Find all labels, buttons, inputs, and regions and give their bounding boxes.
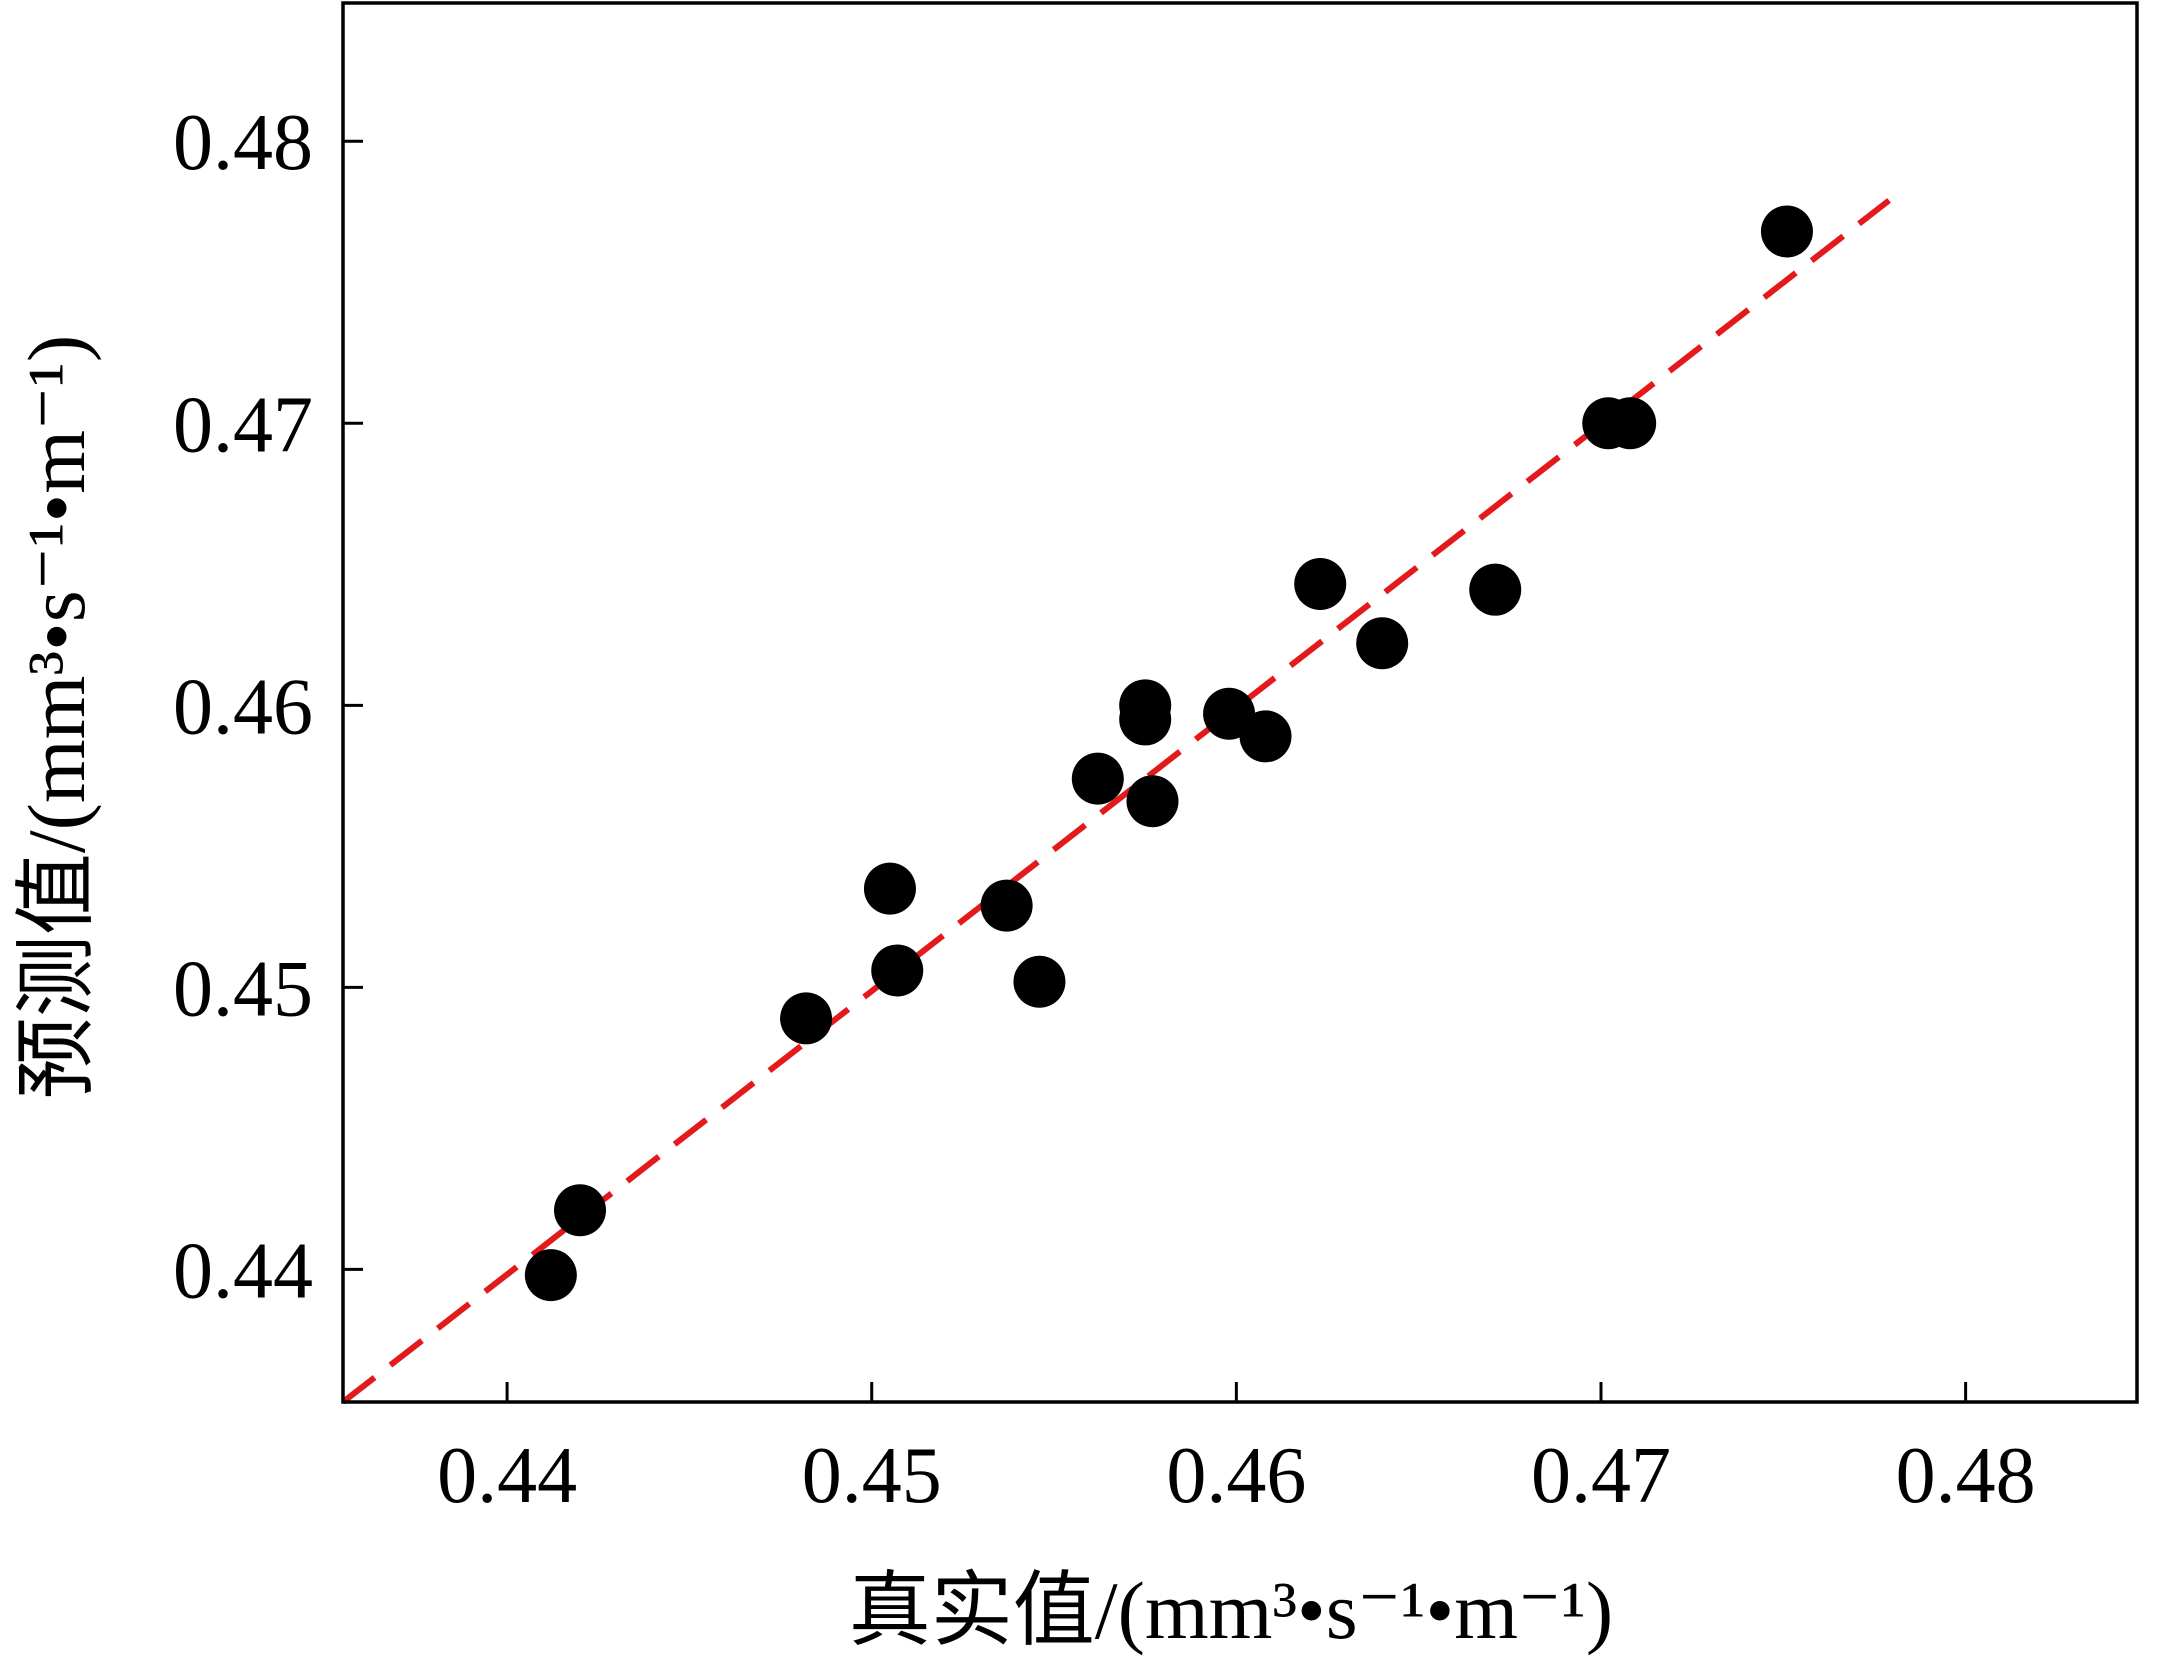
data-point [1239,710,1292,763]
y-tick-label: 0.44 [173,1227,313,1315]
data-point [871,944,924,997]
x-tick-label: 0.45 [802,1432,942,1520]
data-point [1469,563,1522,616]
data-point [863,862,916,915]
data-point [780,992,833,1045]
data-point [1071,752,1124,805]
plot-frame [341,1,2139,1404]
y-tick-label: 0.46 [173,663,313,751]
x-axis-ticks: 0.44 0.45 0.46 0.47 0.48 [437,1382,2036,1520]
x-tick-label: 0.44 [437,1432,577,1520]
y-axis-title: 预测值/(mm³•s⁻¹•m⁻¹) [11,335,102,1099]
data-point [1119,693,1172,746]
x-tick-label: 0.47 [1531,1432,1671,1520]
data-point [1760,205,1813,258]
y-tick-label: 0.48 [173,99,313,187]
data-point [554,1184,607,1237]
data-point [1126,775,1179,828]
y-tick-label: 0.45 [173,945,313,1033]
x-tick-label: 0.46 [1166,1432,1306,1520]
x-tick-label: 0.48 [1896,1432,2036,1520]
data-point [1013,955,1066,1008]
data-point [980,879,1033,932]
data-point [1604,397,1657,450]
data-point [1294,558,1347,611]
y-tick-label: 0.47 [173,381,313,469]
x-axis-title: 真实值/(mm³•s⁻¹•m⁻¹) [849,1565,1613,1656]
data-point [1356,617,1409,670]
data-point [524,1249,577,1302]
data-points [524,205,1813,1302]
y-axis-ticks: 0.44 0.45 0.46 0.47 0.48 [173,99,363,1315]
